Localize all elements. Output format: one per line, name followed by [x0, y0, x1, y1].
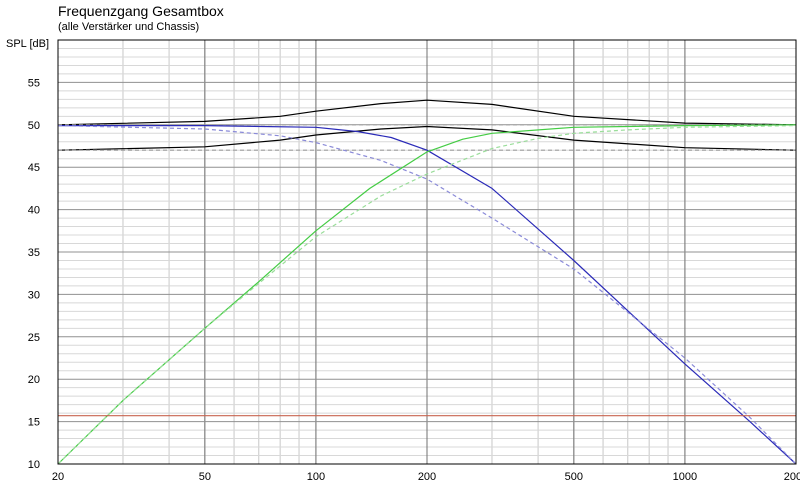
x-tick-label: 2000: [784, 471, 800, 483]
plot-border: [57, 39, 797, 465]
series-line-7: [57, 124, 797, 465]
x-tick-label: 20: [52, 471, 64, 483]
chart-subtitle: (alle Verstärker und Chassis): [58, 21, 200, 33]
y-tick-label: 55: [28, 77, 40, 89]
y-tick-label: 20: [28, 374, 40, 386]
y-tick-label: 50: [28, 120, 40, 132]
y-tick-label: 10: [28, 459, 40, 471]
x-tick-label: 50: [199, 471, 211, 483]
y-tick-label: 25: [28, 332, 40, 344]
x-tick-label: 1000: [673, 471, 697, 483]
series-line-1: [57, 99, 797, 126]
x-tick-label: 200: [418, 471, 436, 483]
x-tick-label: 500: [565, 471, 583, 483]
series-layer: [57, 99, 797, 465]
series-line-5: [58, 124, 797, 465]
y-tick-label: 30: [28, 289, 40, 301]
y-tick-labels: 10 15 20 25 30 35 40 45 50 55: [28, 77, 40, 471]
series-line-2: [57, 125, 797, 151]
x-tick-label: 100: [307, 471, 325, 483]
y-tick-label: 45: [28, 162, 40, 174]
series-line-6: [57, 125, 797, 465]
y-tick-label: 15: [28, 417, 40, 429]
chart-title: Frequenzgang Gesamtbox: [58, 3, 224, 19]
y-axis-label: SPL [dB]: [6, 38, 50, 50]
y-tick-label: 40: [28, 205, 40, 217]
y-tick-label: 35: [28, 247, 40, 259]
series-line-8: [57, 125, 797, 465]
x-tick-labels: 20 50 100 200 500 1000 2000: [52, 471, 800, 483]
